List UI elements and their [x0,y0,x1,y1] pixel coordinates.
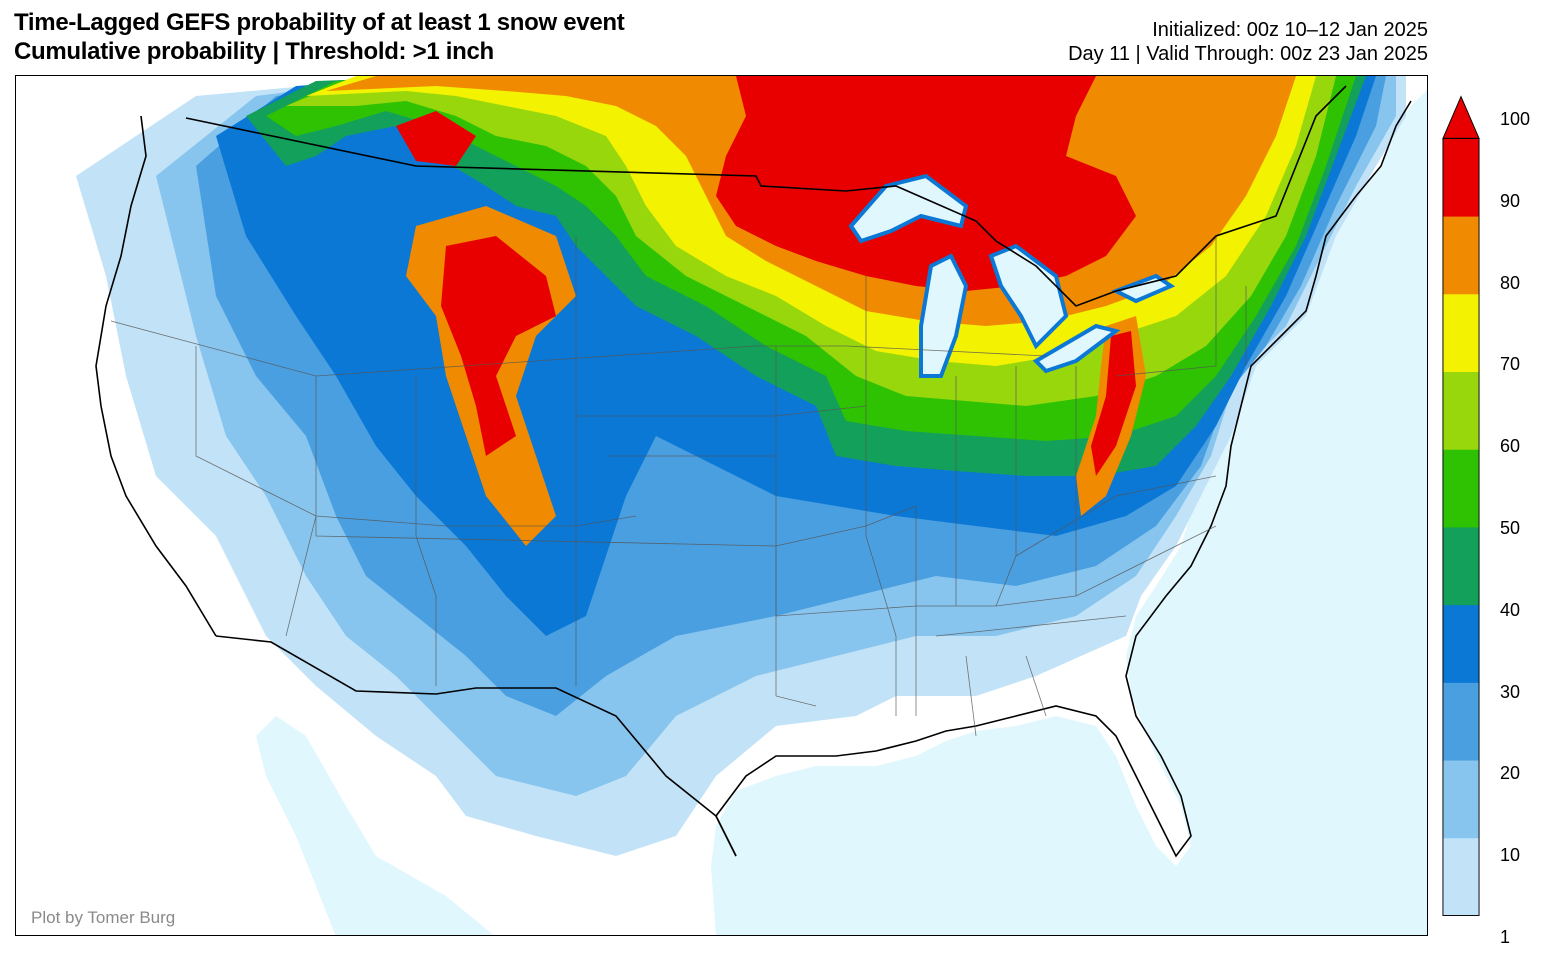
map-panel: Plot by Tomer Burg [15,75,1428,936]
map-title: Time-Lagged GEFS probability of at least… [14,8,625,66]
colorbar-band [1442,760,1480,839]
colorbar-band [1442,138,1480,217]
canada-border [185,85,1347,307]
title-line-2: Cumulative probability | Threshold: >1 i… [14,38,494,65]
init-info: Initialized: 00z 10–12 Jan 2025 [1152,19,1428,41]
gulf-atlantic-coast [715,100,1412,858]
colorbar-tick-label: 80 [1500,272,1521,293]
valid-info: Day 11 | Valid Through: 00z 23 Jan 2025 [1068,43,1428,65]
appalachian-90 [1091,331,1136,476]
colorbar-band [1442,449,1480,528]
colorbar-tick-label: 70 [1500,354,1521,375]
colorbar-band [1442,837,1480,916]
state-lines [110,236,1247,737]
colorbar-bands [1442,138,1480,916]
colorbar-tick-label: 50 [1500,518,1521,538]
colorbar-outline [1442,137,1480,916]
colorbar-band [1442,682,1480,761]
colorbar-tick-label: 60 [1500,436,1521,457]
colorbar [1442,95,1480,916]
colorbar-tick-label: 100 [1500,109,1531,129]
lake-michigan [919,253,969,378]
colorbar-band [1442,604,1480,683]
lake-superior [848,173,969,244]
colorbar-band [1442,216,1480,295]
rockies-high-90 [441,236,556,456]
colorbar-band [1442,526,1480,606]
pacific-coast [95,115,217,637]
lake-erie [1032,323,1121,374]
colorbar-tick-label: 40 [1500,599,1521,620]
shading [76,76,1406,856]
colorbar-extend-arrow [1442,95,1480,139]
lake-ontario [1111,273,1176,304]
plot-credit: Plot by Tomer Burg [31,908,176,927]
colorbar-band [1442,293,1480,373]
nrockies-90 [396,111,476,166]
colorbar-tick-label: 90 [1500,190,1521,211]
probability-map [16,76,1427,935]
title-line-1: Time-Lagged GEFS probability of at least… [14,9,625,36]
colorbar-tick-label: 10 [1500,845,1521,866]
colorbar-tick-label: 20 [1500,763,1521,784]
mexico-border [215,635,737,857]
colorbar-tick-label: 30 [1500,681,1521,702]
run-info: Initialized: 00z 10–12 Jan 2025 Day 11 |… [1068,18,1428,66]
boundaries [95,85,1412,858]
colorbar-tick-label: 1 [1500,927,1511,947]
colorbar-band [1442,371,1480,450]
lake-huron [988,243,1069,350]
